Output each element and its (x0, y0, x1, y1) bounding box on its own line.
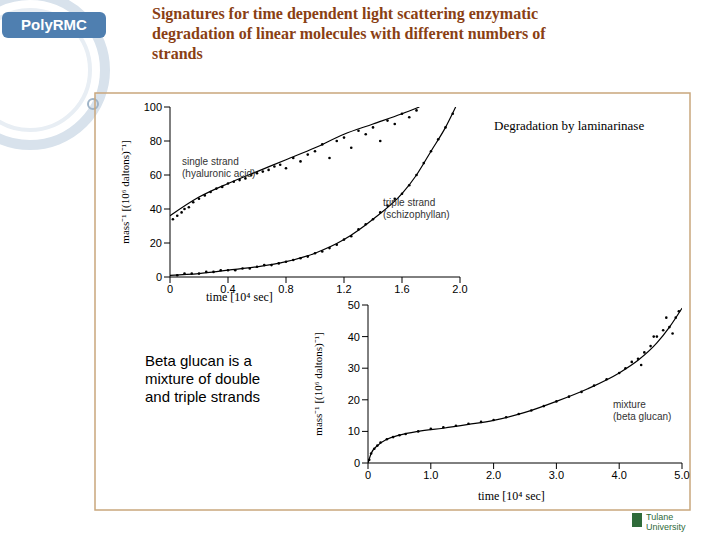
svg-text:0: 0 (354, 457, 360, 469)
svg-text:40: 40 (348, 331, 360, 343)
svg-text:2.0: 2.0 (452, 283, 467, 295)
svg-text:40: 40 (150, 203, 162, 215)
svg-text:0: 0 (156, 271, 162, 283)
svg-text:1.2: 1.2 (336, 283, 351, 295)
svg-text:80: 80 (150, 135, 162, 147)
svg-text:mass⁻¹ [(10⁶ daltons)⁻¹]: mass⁻¹ [(10⁶ daltons)⁻¹] (119, 140, 132, 243)
svg-text:30: 30 (348, 362, 360, 374)
svg-text:20: 20 (150, 237, 162, 249)
svg-text:3.0: 3.0 (549, 469, 564, 481)
svg-text:0: 0 (365, 469, 371, 481)
svg-text:0: 0 (167, 283, 173, 295)
svg-text:50: 50 (348, 299, 360, 311)
svg-text:20: 20 (348, 394, 360, 406)
svg-text:2.0: 2.0 (486, 469, 501, 481)
svg-text:10: 10 (348, 425, 360, 437)
svg-text:4.0: 4.0 (612, 469, 627, 481)
svg-text:0.8: 0.8 (278, 283, 293, 295)
svg-text:60: 60 (150, 169, 162, 181)
svg-text:5.0: 5.0 (674, 469, 689, 481)
svg-text:1.6: 1.6 (394, 283, 409, 295)
svg-text:mass⁻¹ [(10⁶ daltons)⁻¹]: mass⁻¹ [(10⁶ daltons)⁻¹] (312, 332, 325, 435)
svg-text:100: 100 (144, 101, 162, 113)
svg-text:1.0: 1.0 (423, 469, 438, 481)
